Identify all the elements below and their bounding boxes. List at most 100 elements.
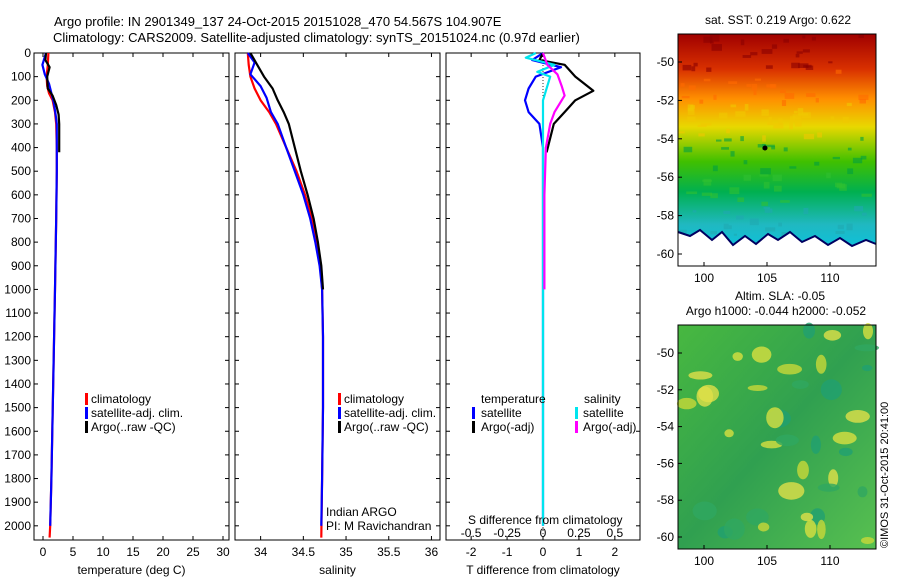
legend-swatch-argo xyxy=(85,421,88,433)
sla-map-texture xyxy=(676,322,880,544)
depth-tick-label: 800 xyxy=(11,235,31,249)
sst-texture-cell xyxy=(793,110,798,114)
sst-texture-cell xyxy=(847,147,852,151)
legend-argo-label: Argo(..raw -QC) xyxy=(91,420,176,434)
x-tick-label: 36 xyxy=(425,545,439,559)
sst-texture-cell xyxy=(733,233,737,236)
sst-texture-cell xyxy=(680,83,685,87)
legend-swatch-t-satellite xyxy=(472,407,475,419)
sst-texture-cell xyxy=(803,207,809,215)
s-difference-tick-labels: -0.5 -0.25 0 0.25 0.5 xyxy=(461,526,624,540)
sst-texture-cell xyxy=(778,118,783,125)
x-tick-label: 20 xyxy=(156,545,170,559)
sst-texture-cell xyxy=(846,223,853,231)
sst-texture-cell xyxy=(806,93,816,97)
s-tick-label: -0.25 xyxy=(493,526,521,540)
sst-texture-cell xyxy=(828,61,833,64)
series-line-argo-raw-qc xyxy=(44,52,61,153)
sst-texture-cell xyxy=(781,100,787,106)
sst-texture-cell xyxy=(703,36,713,43)
series-line-argo-raw-qc xyxy=(249,52,325,290)
depth-tick-label: 1500 xyxy=(4,401,31,415)
sla-texture-blob xyxy=(857,486,868,498)
lon-tick-label: 100 xyxy=(694,554,714,568)
sst-texture-cell xyxy=(687,116,696,122)
depth-tick-label: 1900 xyxy=(4,495,31,509)
sst-texture-cell xyxy=(771,44,778,49)
sla-map-subtitle: Argo h1000: -0.044 h2000: -0.052 xyxy=(686,304,866,318)
sst-texture-cell xyxy=(712,165,718,172)
sst-texture-cell xyxy=(746,84,752,87)
sst-texture-cell xyxy=(706,67,712,72)
legend-swatch-climatology xyxy=(338,393,341,405)
header-line-1: Argo profile: IN 2901349_137 24-Oct-2015… xyxy=(54,14,502,29)
depth-tick-label: 900 xyxy=(11,259,31,273)
sst-texture-cell xyxy=(764,144,775,148)
sla-texture-blob xyxy=(863,323,873,340)
sst-texture-cell xyxy=(716,139,722,142)
depth-tick-label: 1000 xyxy=(4,282,31,296)
sst-texture-cell xyxy=(854,206,864,212)
sst-texture-cell xyxy=(783,147,788,152)
depth-tick-label: 1700 xyxy=(4,448,31,462)
sst-map-title: sat. SST: 0.219 Argo: 0.622 xyxy=(705,13,851,27)
sst-texture-cell xyxy=(735,111,746,117)
sst-texture-cell xyxy=(683,146,693,153)
sst-texture-cell xyxy=(744,104,749,111)
sst-texture-cell xyxy=(730,151,735,157)
sla-texture-blob xyxy=(732,352,743,361)
x-axis-label: salinity xyxy=(319,563,356,577)
lat-tick-label: -58 xyxy=(657,493,675,507)
x-tick-label: 15 xyxy=(126,545,140,559)
sla-texture-blob xyxy=(676,397,697,410)
sla-texture-blob xyxy=(698,384,719,403)
sst-texture-cell xyxy=(711,44,722,51)
sst-texture-cell xyxy=(861,212,867,216)
sst-texture-cell xyxy=(830,116,835,120)
sla-texture-blob xyxy=(823,330,842,341)
sla-texture-blob xyxy=(757,522,770,532)
x-tick-label: -1 xyxy=(502,545,513,559)
sst-texture-cell xyxy=(693,62,698,67)
sst-texture-cell xyxy=(751,83,758,91)
lat-tick-label: -54 xyxy=(657,132,675,146)
sst-texture-cell xyxy=(757,144,767,148)
sst-texture-cell xyxy=(763,206,770,210)
sla-texture-blob xyxy=(800,512,814,522)
legend-salinity-header: salinity xyxy=(584,392,621,406)
sst-texture-cell xyxy=(686,191,698,195)
sla-texture-blob xyxy=(751,346,772,363)
depth-tick-label: 1400 xyxy=(4,377,31,391)
sst-texture-cell xyxy=(768,116,772,123)
sst-texture-cell xyxy=(852,157,863,164)
sst-texture-cell xyxy=(703,178,712,186)
sst-texture-cell xyxy=(726,128,730,134)
sla-texture-blob xyxy=(766,407,784,429)
sst-texture-cell xyxy=(713,94,717,100)
sla-map-title: Altim. SLA: -0.05 xyxy=(735,289,825,303)
temperature-panel: 0100200300400500600700800900100011001200… xyxy=(4,46,230,577)
depth-tick-label: 2000 xyxy=(4,519,31,533)
sst-texture-cell xyxy=(817,132,822,138)
sst-texture-cell xyxy=(836,183,846,189)
sla-texture-blob xyxy=(828,469,839,488)
sst-texture-cell xyxy=(729,187,740,195)
sst-texture-cell xyxy=(796,51,803,54)
sla-texture-blob xyxy=(692,501,717,521)
sst-texture-cell xyxy=(742,55,752,58)
sst-texture-cell xyxy=(759,174,769,177)
depth-tick-label: 1100 xyxy=(5,306,31,320)
sst-texture-cell xyxy=(860,155,867,160)
x-axis-label: temperature (deg C) xyxy=(77,563,185,577)
sla-texture-blob xyxy=(775,434,799,447)
sst-texture-cell xyxy=(754,78,761,81)
sst-texture-cell xyxy=(789,122,793,130)
salinity-panel: 34 34.5 35 35.5 36 salinity xyxy=(234,52,441,577)
lon-tick-label: 110 xyxy=(820,554,839,568)
sst-texture-cell xyxy=(749,218,759,226)
sst-texture-cell xyxy=(805,65,814,70)
sla-texture-blob xyxy=(817,519,826,540)
sst-texture-cell xyxy=(794,120,802,127)
sst-texture-cell xyxy=(778,222,782,227)
lon-tick-label: 110 xyxy=(820,271,839,285)
